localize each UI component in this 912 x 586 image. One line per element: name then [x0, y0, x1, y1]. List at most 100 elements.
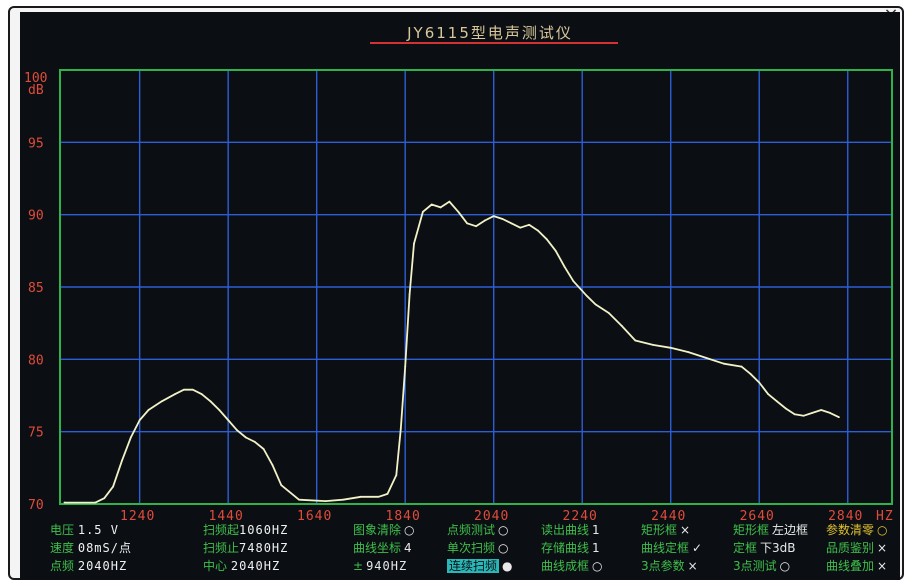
y-tick-label-2: 90 [28, 209, 44, 224]
spot-freq-label: 点频 [50, 559, 75, 573]
span-item[interactable]: ±940HZ [353, 558, 407, 574]
data-point-0-20 [271, 464, 274, 466]
param-reset-label: 参数清零 [826, 523, 875, 537]
data-point-0-54 [607, 312, 610, 314]
x-tick-label-2: 1640 [297, 509, 332, 522]
continuous-sweep-mark: ● [502, 559, 513, 573]
data-point-0-44 [510, 222, 513, 225]
curve-fix-frame-item[interactable]: 曲线定框 ✓ [641, 540, 702, 556]
data-point-0-65 [767, 393, 769, 395]
data-point-0-5 [129, 436, 132, 439]
single-sweep-label: 单次扫频 [447, 541, 496, 555]
x-tick-label-6: 2440 [651, 509, 686, 522]
data-point-0-15 [227, 419, 230, 421]
data-point-0-19 [262, 448, 265, 450]
data-point-0-9 [174, 393, 176, 395]
data-point-0-51 [572, 280, 575, 283]
data-point-0-40 [475, 225, 477, 228]
data-point-0-10 [183, 388, 185, 391]
data-point-0-4 [121, 459, 123, 462]
x-tick-label-4: 2040 [474, 509, 509, 522]
rect-frame-side-item[interactable]: 矩形框 左边框 [733, 522, 808, 538]
y-tick-label-0: 100 [24, 71, 47, 86]
span-label: ± [353, 559, 364, 573]
single-sweep-item[interactable]: 单次扫频 ○ [447, 540, 509, 556]
data-point-0-50 [563, 265, 566, 268]
quality-check-mark: × [877, 541, 888, 555]
span-mark: 940HZ [366, 559, 408, 573]
rect-frame-side-mark: 左边框 [772, 523, 809, 537]
data-point-0-27 [386, 492, 389, 495]
fix-frame-mark: 下3dB [760, 541, 796, 555]
curve-overlay-item[interactable]: 曲线叠加 × [826, 558, 887, 574]
data-point-0-73 [837, 416, 840, 419]
param-reset-item[interactable]: 参数清零 ○ [826, 522, 888, 538]
three-point-test-item[interactable]: 3点测试 ○ [733, 558, 790, 574]
fix-frame-item[interactable]: 定框 下3dB [733, 540, 796, 556]
speed-label: 速度 [50, 541, 75, 555]
three-point-param-label: 3点参数 [641, 559, 685, 573]
x-tick-label-7: 2640 [740, 509, 775, 522]
data-point-0-33 [421, 210, 424, 213]
voltage-label: 电压 [50, 523, 75, 537]
fix-frame-label: 定框 [733, 541, 758, 555]
rect-frame-mark: × [680, 523, 691, 537]
data-point-0-68 [793, 413, 796, 416]
center-freq-row: 中心 2040HZ [203, 558, 280, 574]
status-panel: 电压 1.5 V 速度 08mS/点 点频 2040HZ 扫频起1060HZ 扫… [20, 520, 900, 580]
data-point-0-70 [811, 411, 814, 414]
three-point-param-mark: × [687, 559, 698, 573]
quality-check-item[interactable]: 品质鉴别 × [826, 540, 887, 556]
data-point-0-64 [758, 381, 761, 384]
read-curve-item[interactable]: 读出曲线 1 [541, 522, 600, 538]
data-point-0-42 [492, 215, 495, 218]
data-point-0-47 [537, 229, 539, 232]
data-point-0-23 [324, 500, 327, 503]
data-point-0-53 [594, 303, 597, 306]
continuous-sweep-item[interactable]: 连续扫频 ● [447, 558, 513, 574]
data-point-0-25 [360, 495, 362, 498]
curve-frame-item[interactable]: 曲线成框 ○ [541, 558, 603, 574]
spot-test-label: 点频测试 [447, 523, 496, 537]
data-point-0-34 [430, 203, 433, 206]
data-point-0-14 [218, 409, 221, 411]
spot-test-item[interactable]: 点频测试 ○ [447, 522, 509, 538]
curve-overlay-label: 曲线叠加 [826, 559, 875, 573]
spot-test-mark: ○ [498, 523, 509, 537]
three-point-param-item[interactable]: 3点参数 × [641, 558, 698, 574]
spot-freq-row: 点频 2040HZ [50, 558, 127, 574]
three-point-test-mark: ○ [779, 559, 791, 573]
data-point-0-13 [209, 400, 212, 403]
y-tick-label-6: 70 [28, 498, 44, 513]
data-point-0-55 [621, 325, 623, 327]
rect-frame-item[interactable]: 矩形框 × [641, 522, 690, 538]
data-point-0-52 [585, 294, 588, 297]
spot-freq-value: 2040HZ [77, 559, 128, 573]
sweep-start-row: 扫频起1060HZ [203, 522, 288, 538]
data-point-0-60 [705, 356, 708, 359]
store-curve-item[interactable]: 存储曲线 1 [541, 540, 600, 556]
clear-image-item[interactable]: 图象清除 ○ [353, 522, 415, 538]
curve-frame-mark: ○ [592, 559, 603, 573]
speed-row: 速度 08mS/点 [50, 540, 132, 556]
series-line-0 [64, 200, 840, 504]
store-curve-mark: 1 [592, 541, 600, 555]
sweep-stop-row: 扫频止7480HZ [203, 540, 288, 556]
data-point-0-58 [669, 346, 672, 349]
data-point-0-36 [448, 200, 451, 203]
data-point-0-12 [200, 393, 203, 395]
data-point-0-3 [112, 485, 115, 488]
y-tick-label-1: 95 [28, 136, 44, 151]
quality-check-label: 品质鉴别 [826, 541, 875, 555]
x-tick-label-9: HZ [876, 509, 894, 522]
curve-coord-item[interactable]: 曲线坐标 4 [353, 540, 412, 556]
data-point-0-48 [545, 238, 548, 241]
y-tick-label-unit: dB [28, 83, 44, 98]
read-curve-label: 读出曲线 [541, 523, 590, 537]
data-point-0-69 [802, 414, 805, 417]
center-freq-label: 中心 [203, 559, 228, 573]
instrument-title: JY6115型电声测试仪 [407, 24, 573, 42]
data-point-0-57 [652, 343, 654, 346]
data-point-0-0 [63, 501, 66, 504]
